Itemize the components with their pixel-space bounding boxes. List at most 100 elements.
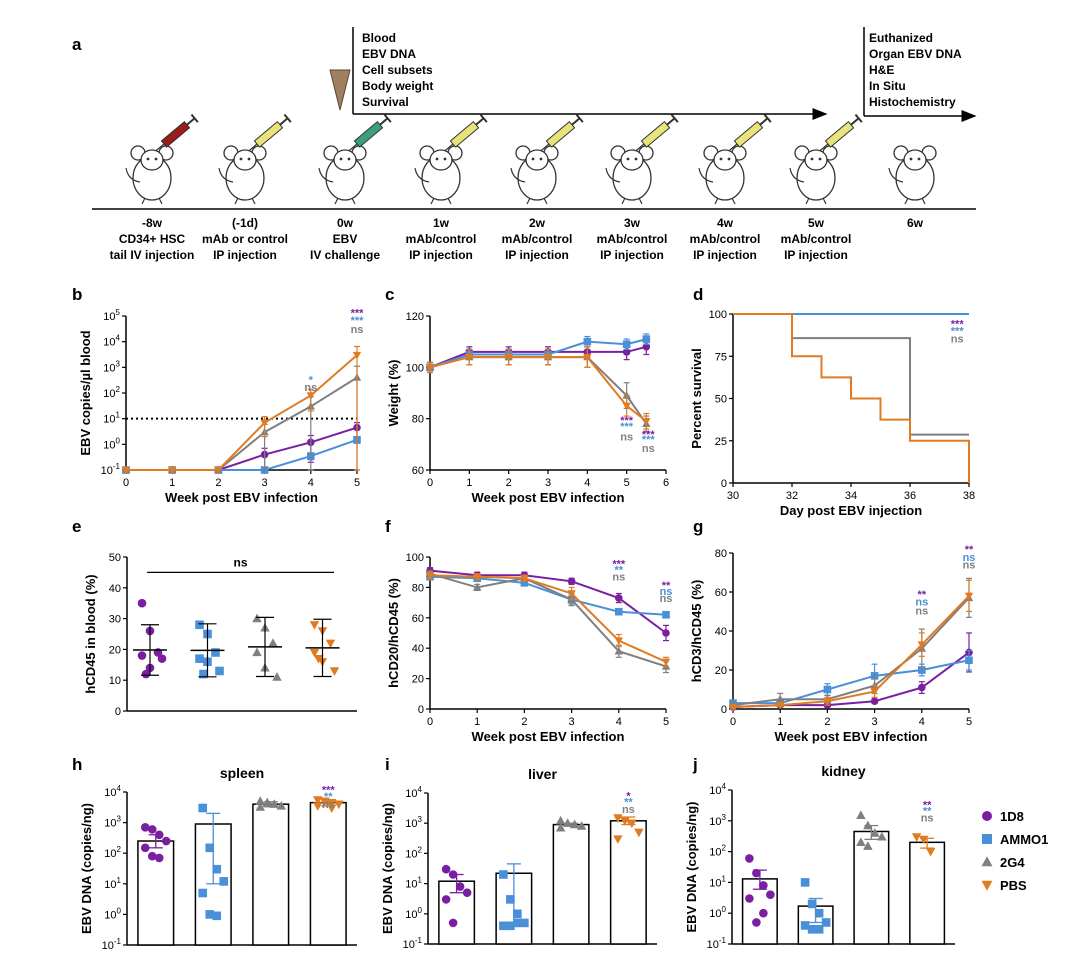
data-point-2G4 [576,821,587,830]
data-point-PBS [465,353,474,362]
syringe-plunger-cap [479,113,488,123]
data-point-PBS [168,466,177,475]
series-2G4 [733,313,969,436]
timepoint-desc: CD34+ HSC [119,232,186,246]
bar-PBS [909,841,946,945]
data-point-PBS [583,353,592,362]
bar-group-2G4 [552,815,590,945]
chart-title: spleen [220,765,264,781]
timepoint-desc: IP injection [784,248,848,262]
x-tick-label: 1 [169,477,175,489]
mouse-eye [818,157,822,161]
data-point-PBS [214,466,223,475]
data-point-AMMO1 [622,340,631,349]
series-line-1D8 [429,569,667,634]
y-tick-label: 25 [715,436,727,448]
significance-annotation: *** [612,559,626,571]
y-tick-label: 101 [709,874,726,889]
x-tick-label: 3 [545,477,551,489]
data-point-PBS [352,351,362,360]
series-2G4 [425,569,671,674]
panel-i: i 10-1 100 101 102 103 104 EBV DNA (copies/ng) l… [380,755,657,951]
data-point-1D8 [154,830,164,840]
y-tick-label: 100 [104,906,121,921]
bar-group-1D8 [137,823,175,946]
syringe-icon [540,113,584,151]
bar-group-AMMO1 [194,803,232,946]
significance-annotation: ns [612,572,625,584]
data-point-AMMO1 [215,666,224,676]
series-AMMO1 [426,572,670,619]
timeline-mice [125,113,937,205]
mouse-icon [698,145,747,205]
syringe-needle [728,143,738,151]
data-point-2G4 [863,841,873,850]
significance-annotation: ** [923,800,932,812]
x-tick-label: 5 [354,477,360,489]
mouse-tail [218,167,234,183]
syringe-plunger [850,117,860,126]
data-point-AMMO1 [513,918,522,928]
data-point-AMMO1 [195,654,204,663]
significance-annotation: ** [615,565,624,577]
y-tick-label: 100 [406,362,424,374]
data-point-PBS [917,641,926,650]
mouse-feet [334,197,356,205]
y-tick-label: 20 [109,644,121,656]
blood-box-item: Cell subsets [362,63,433,77]
y-tick-label: 0 [418,704,424,716]
x-tick-label: 5 [624,477,630,489]
data-point-2G4 [555,815,566,825]
panel-label-f: f [385,517,391,536]
mouse-eye [146,157,150,161]
x-tick-label: 5 [966,716,972,728]
data-point-AMMO1 [506,895,515,904]
y-tick-label: 100 [406,552,424,564]
y-axis-label: Percent survival [689,348,704,448]
data-point-PBS [425,572,435,580]
mouse-tail [789,167,805,183]
data-point-PBS [870,688,879,696]
data-point-AMMO1 [807,925,817,934]
data-point-AMMO1 [499,921,508,931]
bar-2G4 [252,803,290,946]
data-point-1D8 [662,629,670,637]
series-line-1D8 [732,651,970,709]
series-PBS [425,346,651,430]
end-box-item: Histochemistry [869,95,956,109]
data-point-PBS [642,418,651,426]
data-point-PBS [327,798,337,808]
bar-group-1D8 [438,864,476,945]
series-PBS [728,579,974,712]
significance-annotation: ns [921,812,934,824]
end-box-item: H&E [869,63,894,77]
series-AMMO1 [426,333,651,374]
y-tick-label: 20 [715,665,727,677]
x-tick-label: 0 [730,716,736,728]
data-point-PBS [627,819,637,829]
data-point-2G4 [569,819,580,829]
mouse-eye [917,157,921,161]
x-tick-label: 2 [215,477,221,489]
timepoint-desc: mAb or control [202,232,288,246]
data-point-AMMO1 [520,579,529,587]
panel-label-a: a [72,35,82,54]
blood-box-item: Survival [362,95,409,109]
data-point-1D8 [137,651,147,660]
end-box-item: Organ EBV DNA [869,47,962,61]
data-point-PBS [520,575,529,583]
timepoint-desc: IP injection [505,248,569,262]
syringe-plunger-cap [670,113,679,123]
data-point-PBS [325,639,336,649]
timepoint-label: -8w [142,216,163,230]
significance-annotation: ** [918,589,927,601]
syringe-needle [348,143,358,151]
data-point-2G4 [255,796,265,805]
syringe-icon [819,113,863,151]
y-axis-label: EBV DNA (copies/ng) [684,802,699,933]
significance-annotation: *** [351,315,365,327]
timepoint-desc: IP injection [693,248,757,262]
mouse-eye [339,157,343,161]
timepoint-desc: mAb/control [502,232,573,246]
